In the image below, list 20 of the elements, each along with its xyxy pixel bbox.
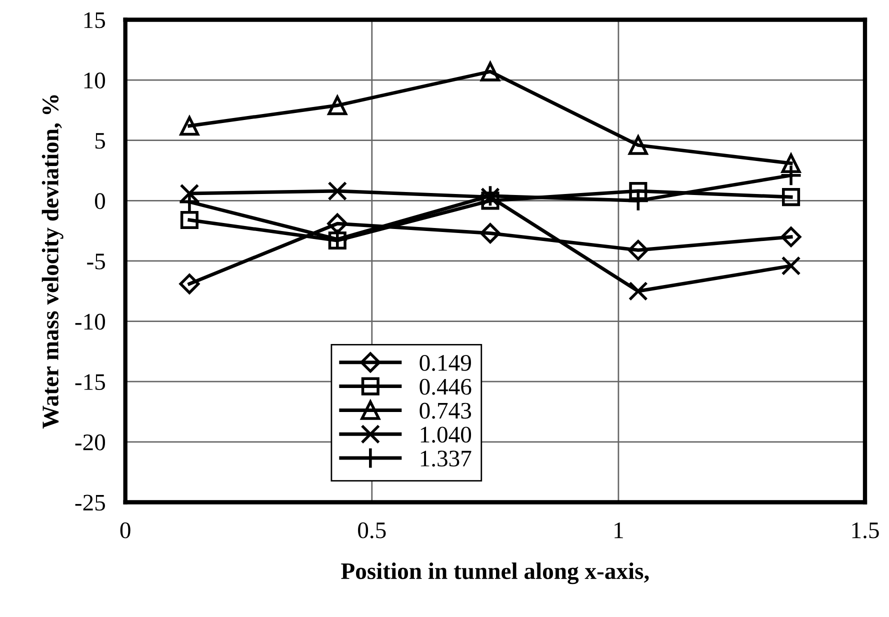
x-tick-label: 0 (120, 522, 130, 538)
y-tick-label: -15 (75, 374, 105, 390)
legend-label: 1.337 (420, 450, 472, 467)
y-tick-label: -20 (75, 434, 106, 450)
y-tick-label: 10 (84, 72, 106, 88)
legend-label: 0.446 (420, 378, 472, 395)
legend-label: 0.743 (420, 402, 472, 419)
x-axis-title: Position in tunnel along x-axis, (341, 562, 649, 584)
y-tick-label: 0 (95, 193, 106, 210)
x-tick-label: 1 (614, 522, 623, 538)
y-tick-label: -10 (75, 314, 106, 330)
y-tick-label: -25 (75, 494, 105, 511)
legend-label: 1.040 (420, 426, 472, 443)
y-tick-label: 15 (84, 12, 105, 28)
y-tick-label: 5 (95, 133, 105, 149)
y-axis-title: Water mass velocity deviation, % (42, 95, 64, 429)
x-tick-label: 1.5 (852, 522, 879, 538)
y-tick-label: -5 (87, 254, 105, 270)
legend-label: 0.149 (420, 354, 471, 371)
x-tick-label: 0.5 (358, 522, 386, 538)
